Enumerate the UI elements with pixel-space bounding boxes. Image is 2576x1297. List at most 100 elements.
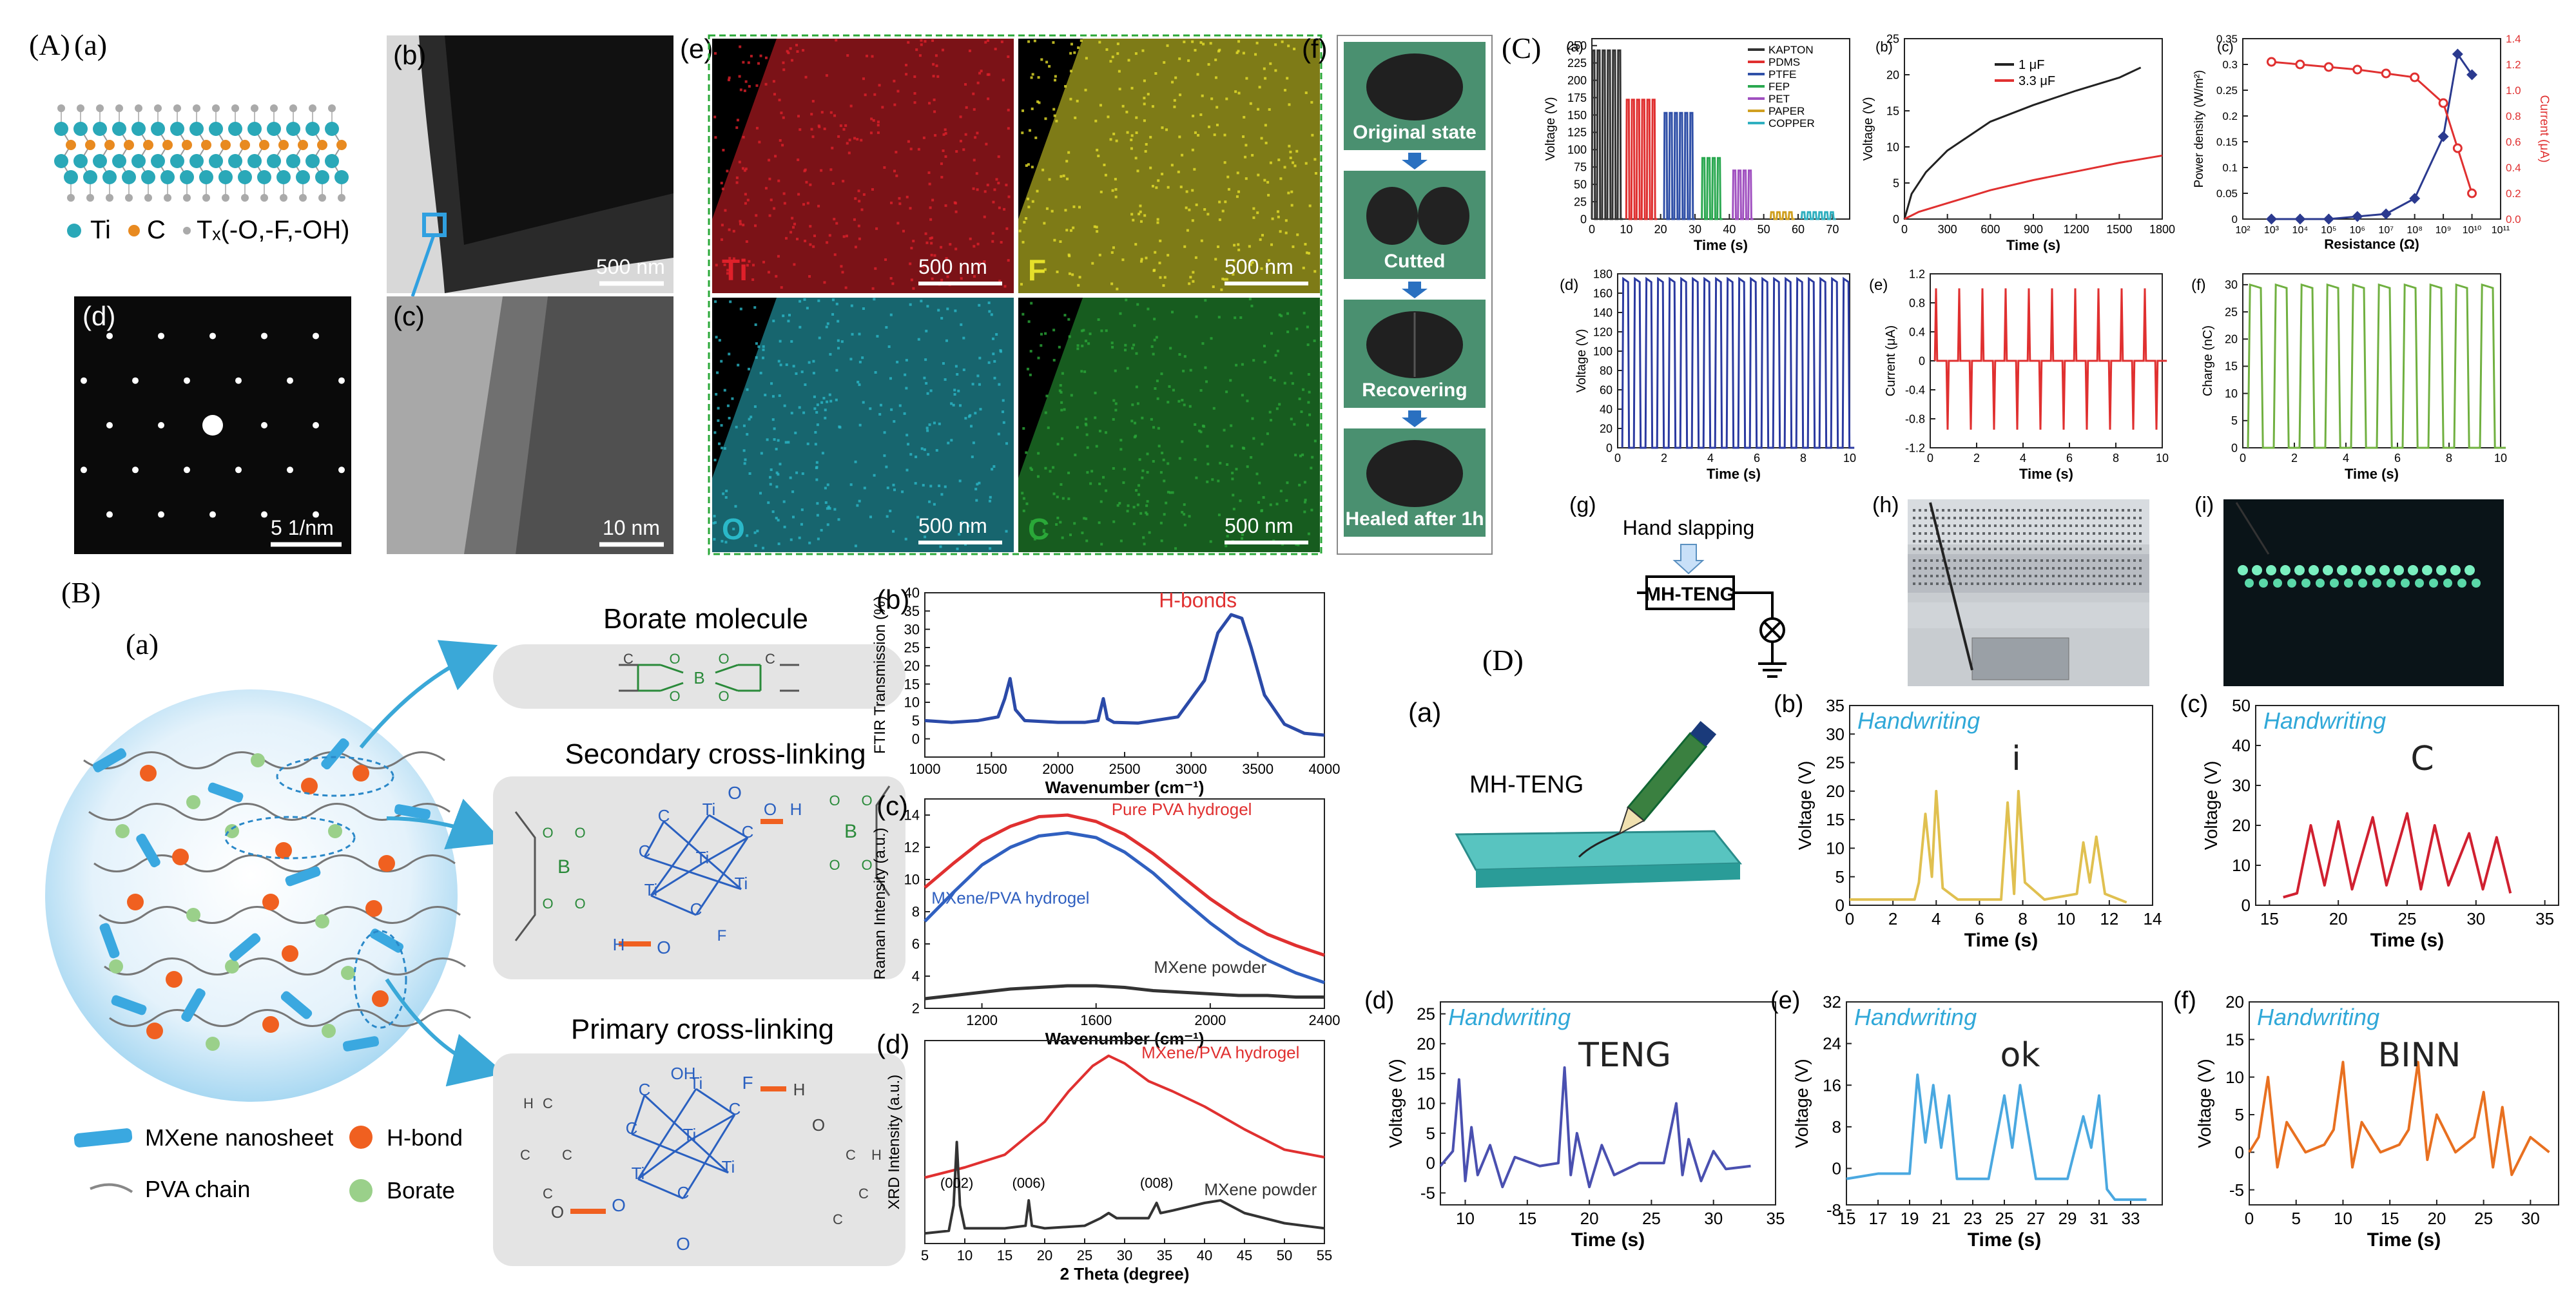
legend-label: PTFE bbox=[1768, 68, 1796, 81]
charging-curve bbox=[1903, 66, 2142, 220]
tx-atom bbox=[212, 104, 220, 112]
x-axis-label: Resistance (Ω) bbox=[2324, 237, 2419, 252]
x-tick-label: 2000 bbox=[1042, 761, 1074, 777]
y-tick-label: 50 bbox=[2232, 696, 2251, 715]
box-title-primary: Primary cross-linking bbox=[571, 1014, 834, 1045]
material-pulse-kapton bbox=[1591, 49, 1623, 220]
plot-frame bbox=[2242, 273, 2501, 448]
heal-step-label: Recovering bbox=[1362, 379, 1467, 401]
atom-label: O bbox=[657, 937, 671, 957]
legend-c: C bbox=[147, 216, 166, 244]
scale-bar-d: 5 1/nm bbox=[271, 516, 334, 539]
panel-C-label: (C) bbox=[1502, 32, 1541, 64]
atom-label: Ti bbox=[702, 800, 716, 819]
down-arrow-icon bbox=[1672, 544, 1705, 575]
raman-line bbox=[924, 984, 1324, 1001]
y-tick-label: 20 bbox=[2225, 992, 2244, 1012]
ti-atom bbox=[257, 170, 271, 184]
ti-atom bbox=[228, 154, 242, 168]
series-label: Pure PVA hydrogel bbox=[1112, 800, 1252, 819]
peak-label: (006) bbox=[1012, 1175, 1045, 1191]
panel-A-label: (A) bbox=[29, 28, 70, 61]
ti-atom bbox=[141, 170, 155, 184]
c-atom bbox=[124, 140, 134, 150]
atom-label: O bbox=[676, 1234, 690, 1254]
eds-scale-bar: 500 nm bbox=[1225, 255, 1293, 278]
lit-led bbox=[2358, 579, 2367, 588]
atom-label: O bbox=[728, 783, 742, 803]
tx-atom bbox=[173, 104, 181, 112]
tx-atom bbox=[222, 194, 229, 202]
plot-frame bbox=[1849, 705, 2153, 906]
ti-atom bbox=[102, 170, 117, 184]
mxene-nanosheet bbox=[321, 738, 349, 770]
atom-label: C bbox=[846, 1147, 856, 1163]
box-title-secondary: Secondary cross-linking bbox=[565, 738, 866, 770]
legend-mxene: MXene nanosheet bbox=[145, 1124, 333, 1151]
power-point bbox=[2265, 213, 2277, 225]
panel-label: (d) bbox=[1364, 987, 1394, 1014]
atom-label: O bbox=[718, 688, 729, 704]
panel-C-d-label: (d) bbox=[1560, 276, 1578, 294]
atom-label: O bbox=[612, 1195, 626, 1215]
panel-B-c-label: (c) bbox=[876, 791, 908, 821]
diffraction-spot bbox=[81, 377, 87, 384]
c-atom bbox=[220, 140, 231, 150]
handwriting-voltage-line bbox=[1846, 1073, 2147, 1201]
legend-tx: Tₓ(-O,-F,-OH) bbox=[197, 216, 350, 244]
y-tick-label: 10 bbox=[2232, 856, 2251, 875]
x-tick-label: 1200 bbox=[966, 1012, 998, 1028]
legend-label: PDMS bbox=[1768, 56, 1800, 68]
handwritten-glyph: C bbox=[2410, 740, 2434, 778]
c-atom bbox=[298, 140, 308, 150]
lit-led bbox=[2330, 579, 2339, 588]
diffraction-spot bbox=[287, 377, 293, 384]
ti-atom bbox=[334, 170, 349, 184]
lit-led bbox=[2259, 579, 2268, 588]
atom-label: O bbox=[812, 1115, 825, 1135]
ti-atom bbox=[189, 154, 204, 168]
chart-current-time: 0 2 4 6 8 10 -1.2 -0.8 -0.4 0 0.4 0.8 1.2 Time (s) Cur… bbox=[1869, 267, 2169, 482]
tx-atom-icon bbox=[183, 227, 191, 235]
atom-label: O bbox=[861, 793, 872, 809]
y-tick-label: 24 bbox=[1823, 1034, 1841, 1053]
mxene-legend: Ti C Tₓ(-O,-F,-OH) bbox=[67, 216, 350, 244]
heal-step-2: Cutted bbox=[1344, 171, 1486, 298]
lit-led bbox=[2344, 579, 2353, 588]
handwritten-glyph: i bbox=[2011, 740, 2020, 778]
atom-label: O bbox=[829, 857, 840, 873]
x-tick-label: 15 bbox=[2381, 1209, 2399, 1228]
y-tick-label: 0 bbox=[1835, 896, 1845, 915]
ti-atom bbox=[83, 170, 97, 184]
panel-C-g-label: (g) bbox=[1569, 493, 1596, 517]
current-point bbox=[2438, 98, 2448, 108]
heal-step-label: Healed after 1h bbox=[1345, 508, 1484, 530]
h-bond-node bbox=[353, 765, 369, 782]
x-tick-label: 25 bbox=[2474, 1209, 2493, 1228]
tx-atom bbox=[318, 194, 326, 202]
legend-label: 1 μF bbox=[2019, 58, 2044, 72]
heal-step-label: Cutted bbox=[1384, 251, 1446, 272]
diffraction-spot bbox=[184, 466, 190, 474]
material-pulse-ptfe bbox=[1663, 111, 1695, 220]
tx-atom bbox=[77, 104, 84, 112]
diffraction-spot bbox=[338, 466, 345, 474]
panel-C-e-label: (e) bbox=[1869, 276, 1888, 294]
panel-A-b-label: (b) bbox=[393, 40, 426, 70]
current-point bbox=[2352, 64, 2363, 75]
y-tick-label: 14 bbox=[904, 807, 920, 823]
material-pulse-pdms bbox=[1625, 99, 1658, 220]
power-point bbox=[2352, 211, 2363, 222]
x-axis-label: Time (s) bbox=[2006, 237, 2060, 253]
chart-handwriting-ok: 15 17 19 21 23 25 27 29 31 33 -8 0 8 16 24 32 Time (s) Vo… bbox=[1770, 987, 2163, 1251]
x-tick-label: 1500 bbox=[2106, 223, 2132, 236]
x-axis-label: Time (s) bbox=[1707, 466, 1761, 482]
plot-frame bbox=[2242, 38, 2501, 220]
atom-label: O bbox=[829, 793, 840, 809]
saed-pattern-d: (d) 5 1/nm bbox=[74, 296, 351, 554]
handwriting-device-illustration: MH-TENG bbox=[1455, 721, 1743, 888]
y2-tick-label: 1.2 bbox=[2506, 59, 2521, 71]
tx-atom bbox=[241, 194, 249, 202]
plot-frame bbox=[924, 1040, 1325, 1244]
